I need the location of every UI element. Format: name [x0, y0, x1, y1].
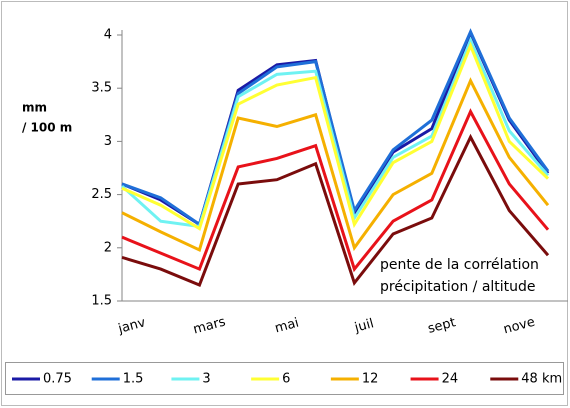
legend-box: [5, 362, 564, 395]
y-tick-label: 2.5: [91, 187, 112, 202]
series-line: [121, 28, 550, 227]
y-tick-label: 1.5: [91, 294, 112, 309]
y-tick-label: 2: [104, 240, 112, 255]
legend-label: 3: [202, 372, 210, 387]
y-label: / 100 m: [22, 121, 72, 135]
legend-label: 6: [282, 372, 290, 387]
legend-label: 12: [362, 372, 379, 387]
y-tick-label: 4: [104, 28, 112, 43]
x-tick-label: mai: [273, 316, 300, 337]
legend-label: 0.75: [43, 372, 72, 387]
x-tick-label: sept: [426, 315, 457, 337]
annotation: pente de la corrélation: [380, 257, 539, 273]
series-line: [121, 77, 550, 253]
series-line: [121, 133, 550, 288]
y-tick-label: 3.5: [91, 81, 112, 96]
series-line: [121, 108, 550, 273]
x-tick-label: juil: [352, 316, 375, 336]
legend-label: 24: [442, 372, 459, 387]
y-label: mm: [22, 101, 47, 115]
legend-label: 1.5: [123, 372, 144, 387]
legend-label: 48 km: [521, 372, 562, 387]
annotation: précipitation / altitude: [380, 279, 536, 295]
x-tick-label: janv: [116, 315, 148, 337]
series-line: [121, 41, 550, 231]
y-tick-label: 3: [104, 134, 112, 149]
